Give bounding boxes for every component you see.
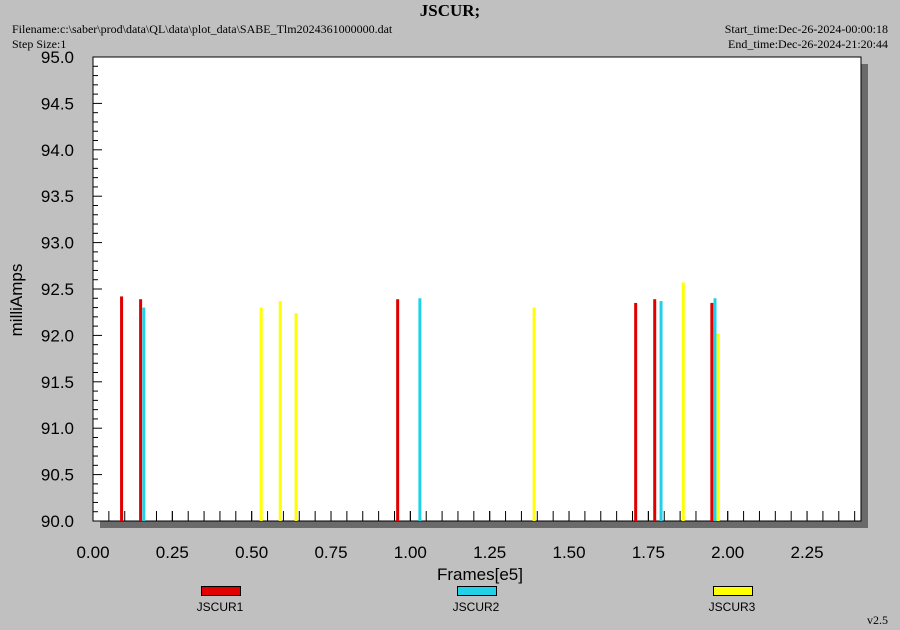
- y-tick-label: 90.0: [41, 512, 74, 531]
- legend-label-jscur1: JSCUR1: [196, 600, 244, 614]
- legend-swatch-jscur3: [713, 586, 753, 596]
- y-tick-label: 91.5: [41, 373, 74, 392]
- x-tick-label: 2.25: [791, 543, 824, 562]
- x-tick-label: 0.00: [76, 543, 109, 562]
- start-time-label: Start_time:Dec-26-2024-00:00:18: [724, 22, 888, 36]
- bar-jscur3: [278, 301, 282, 521]
- y-tick-label: 93.5: [41, 187, 74, 206]
- x-axis-label: Frames[e5]: [437, 565, 523, 584]
- x-tick-label: 1.75: [632, 543, 665, 562]
- chart-title: JSCUR;: [419, 1, 481, 20]
- y-tick-label: 94.0: [41, 141, 74, 160]
- y-tick-label: 91.0: [41, 419, 74, 438]
- bar-jscur3: [716, 333, 720, 521]
- y-tick-label: 93.0: [41, 234, 74, 253]
- bar-jscur1: [634, 302, 638, 521]
- y-tick-label: 95.0: [41, 48, 74, 67]
- version-label: v2.5: [867, 613, 888, 627]
- x-tick-label: 1.50: [552, 543, 585, 562]
- bar-jscur1: [653, 299, 657, 521]
- bar-jscur3: [681, 282, 685, 521]
- plot-area: [92, 56, 862, 522]
- x-tick-label: 1.00: [394, 543, 427, 562]
- legend-label-jscur3: JSCUR3: [708, 600, 756, 614]
- x-tick-label: 1.25: [473, 543, 506, 562]
- bar-jscur2: [713, 298, 717, 521]
- x-tick-label: 0.50: [235, 543, 268, 562]
- legend-swatch-jscur1: [201, 586, 241, 596]
- x-tick-label: 0.25: [156, 543, 189, 562]
- y-tick-label: 92.0: [41, 326, 74, 345]
- bar-jscur1: [139, 299, 143, 521]
- filename-label: Filename:c:\saber\prod\data\QL\data\plot…: [12, 22, 393, 36]
- bar-jscur2: [659, 301, 663, 521]
- y-tick-label: 90.5: [41, 466, 74, 485]
- bar-jscur2: [418, 298, 422, 521]
- y-tick-label: 94.5: [41, 94, 74, 113]
- y-tick-label: 92.5: [41, 280, 74, 299]
- legend-label-jscur2: JSCUR2: [452, 600, 500, 614]
- bar-jscur3: [532, 307, 536, 521]
- bar-jscur3: [294, 313, 298, 521]
- x-tick-label: 2.00: [711, 543, 744, 562]
- bar-jscur1: [396, 299, 400, 521]
- bar-jscur2: [142, 307, 146, 521]
- bar-jscur1: [120, 296, 124, 521]
- y-axis-label: milliAmps: [7, 264, 26, 337]
- bar-jscur3: [259, 307, 263, 521]
- x-tick-label: 0.75: [314, 543, 347, 562]
- bar-jscur1: [710, 302, 714, 521]
- step-size-label: Step Size:1: [12, 37, 67, 51]
- legend-swatch-jscur2: [457, 586, 497, 596]
- end-time-label: End_time:Dec-26-2024-21:20:44: [728, 37, 888, 51]
